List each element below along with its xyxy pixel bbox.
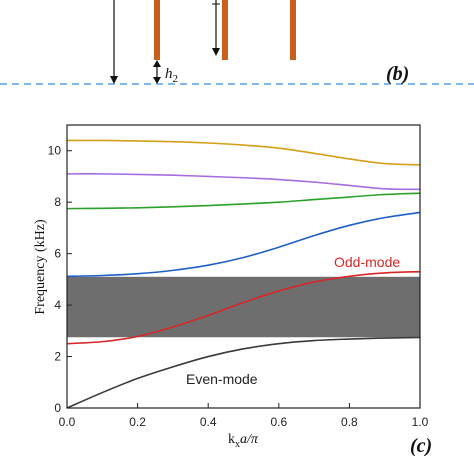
panel-b: h2 (b) xyxy=(0,0,474,85)
rod-2 xyxy=(222,0,228,60)
h2-label: h2 xyxy=(165,66,178,85)
panel-c-label: (c) xyxy=(410,435,432,457)
band-curve-6 xyxy=(66,139,421,166)
x-ticks: 0.0 0.2 0.4 0.6 0.8 1.0 xyxy=(59,403,429,429)
y-tick-label: 6 xyxy=(54,247,61,261)
band-curves xyxy=(66,139,421,409)
x-tick-label: 0.8 xyxy=(341,415,358,429)
x-tick-label: 0.6 xyxy=(270,415,287,429)
arrowhead-icon xyxy=(110,76,118,84)
band-curve-3 xyxy=(66,211,421,278)
panel-b-label: (b) xyxy=(386,63,409,85)
band-curve-5 xyxy=(66,173,421,191)
arrowhead-icon xyxy=(212,48,220,56)
y-tick-label: 10 xyxy=(48,144,62,158)
rod-1 xyxy=(154,0,160,60)
y-ticks: 0 2 4 6 8 10 xyxy=(48,144,72,415)
y-tick-label: 8 xyxy=(54,195,61,209)
y-tick-label: 2 xyxy=(54,350,61,364)
band-curve-4 xyxy=(66,192,421,210)
rod-3 xyxy=(290,0,296,60)
arrowhead-up-icon xyxy=(153,60,161,67)
plot-frame xyxy=(66,124,421,409)
x-axis-title: kxa/π xyxy=(228,432,259,450)
band-curve-1 xyxy=(66,336,421,409)
odd-mode-annotation: Odd-mode xyxy=(334,254,400,270)
x-tick-label: 0.2 xyxy=(129,415,146,429)
y-tick-label: 4 xyxy=(54,298,61,312)
x-tick-label: 0.4 xyxy=(200,415,217,429)
even-mode-annotation: Even-mode xyxy=(186,371,258,387)
x-tick-label: 1.0 xyxy=(412,415,429,429)
arrowhead-down-icon xyxy=(153,77,161,84)
x-tick-label: 0.0 xyxy=(59,415,76,429)
y-axis-title: Frequency (kHz) xyxy=(33,219,48,315)
band-curve-2 xyxy=(66,270,421,345)
panel-c: 0.0 0.2 0.4 0.6 0.8 1.0 0 2 4 6 8 10 Frequency (kH… xyxy=(33,124,432,457)
y-tick-label: 0 xyxy=(54,401,61,415)
bandgap-region xyxy=(67,276,420,338)
